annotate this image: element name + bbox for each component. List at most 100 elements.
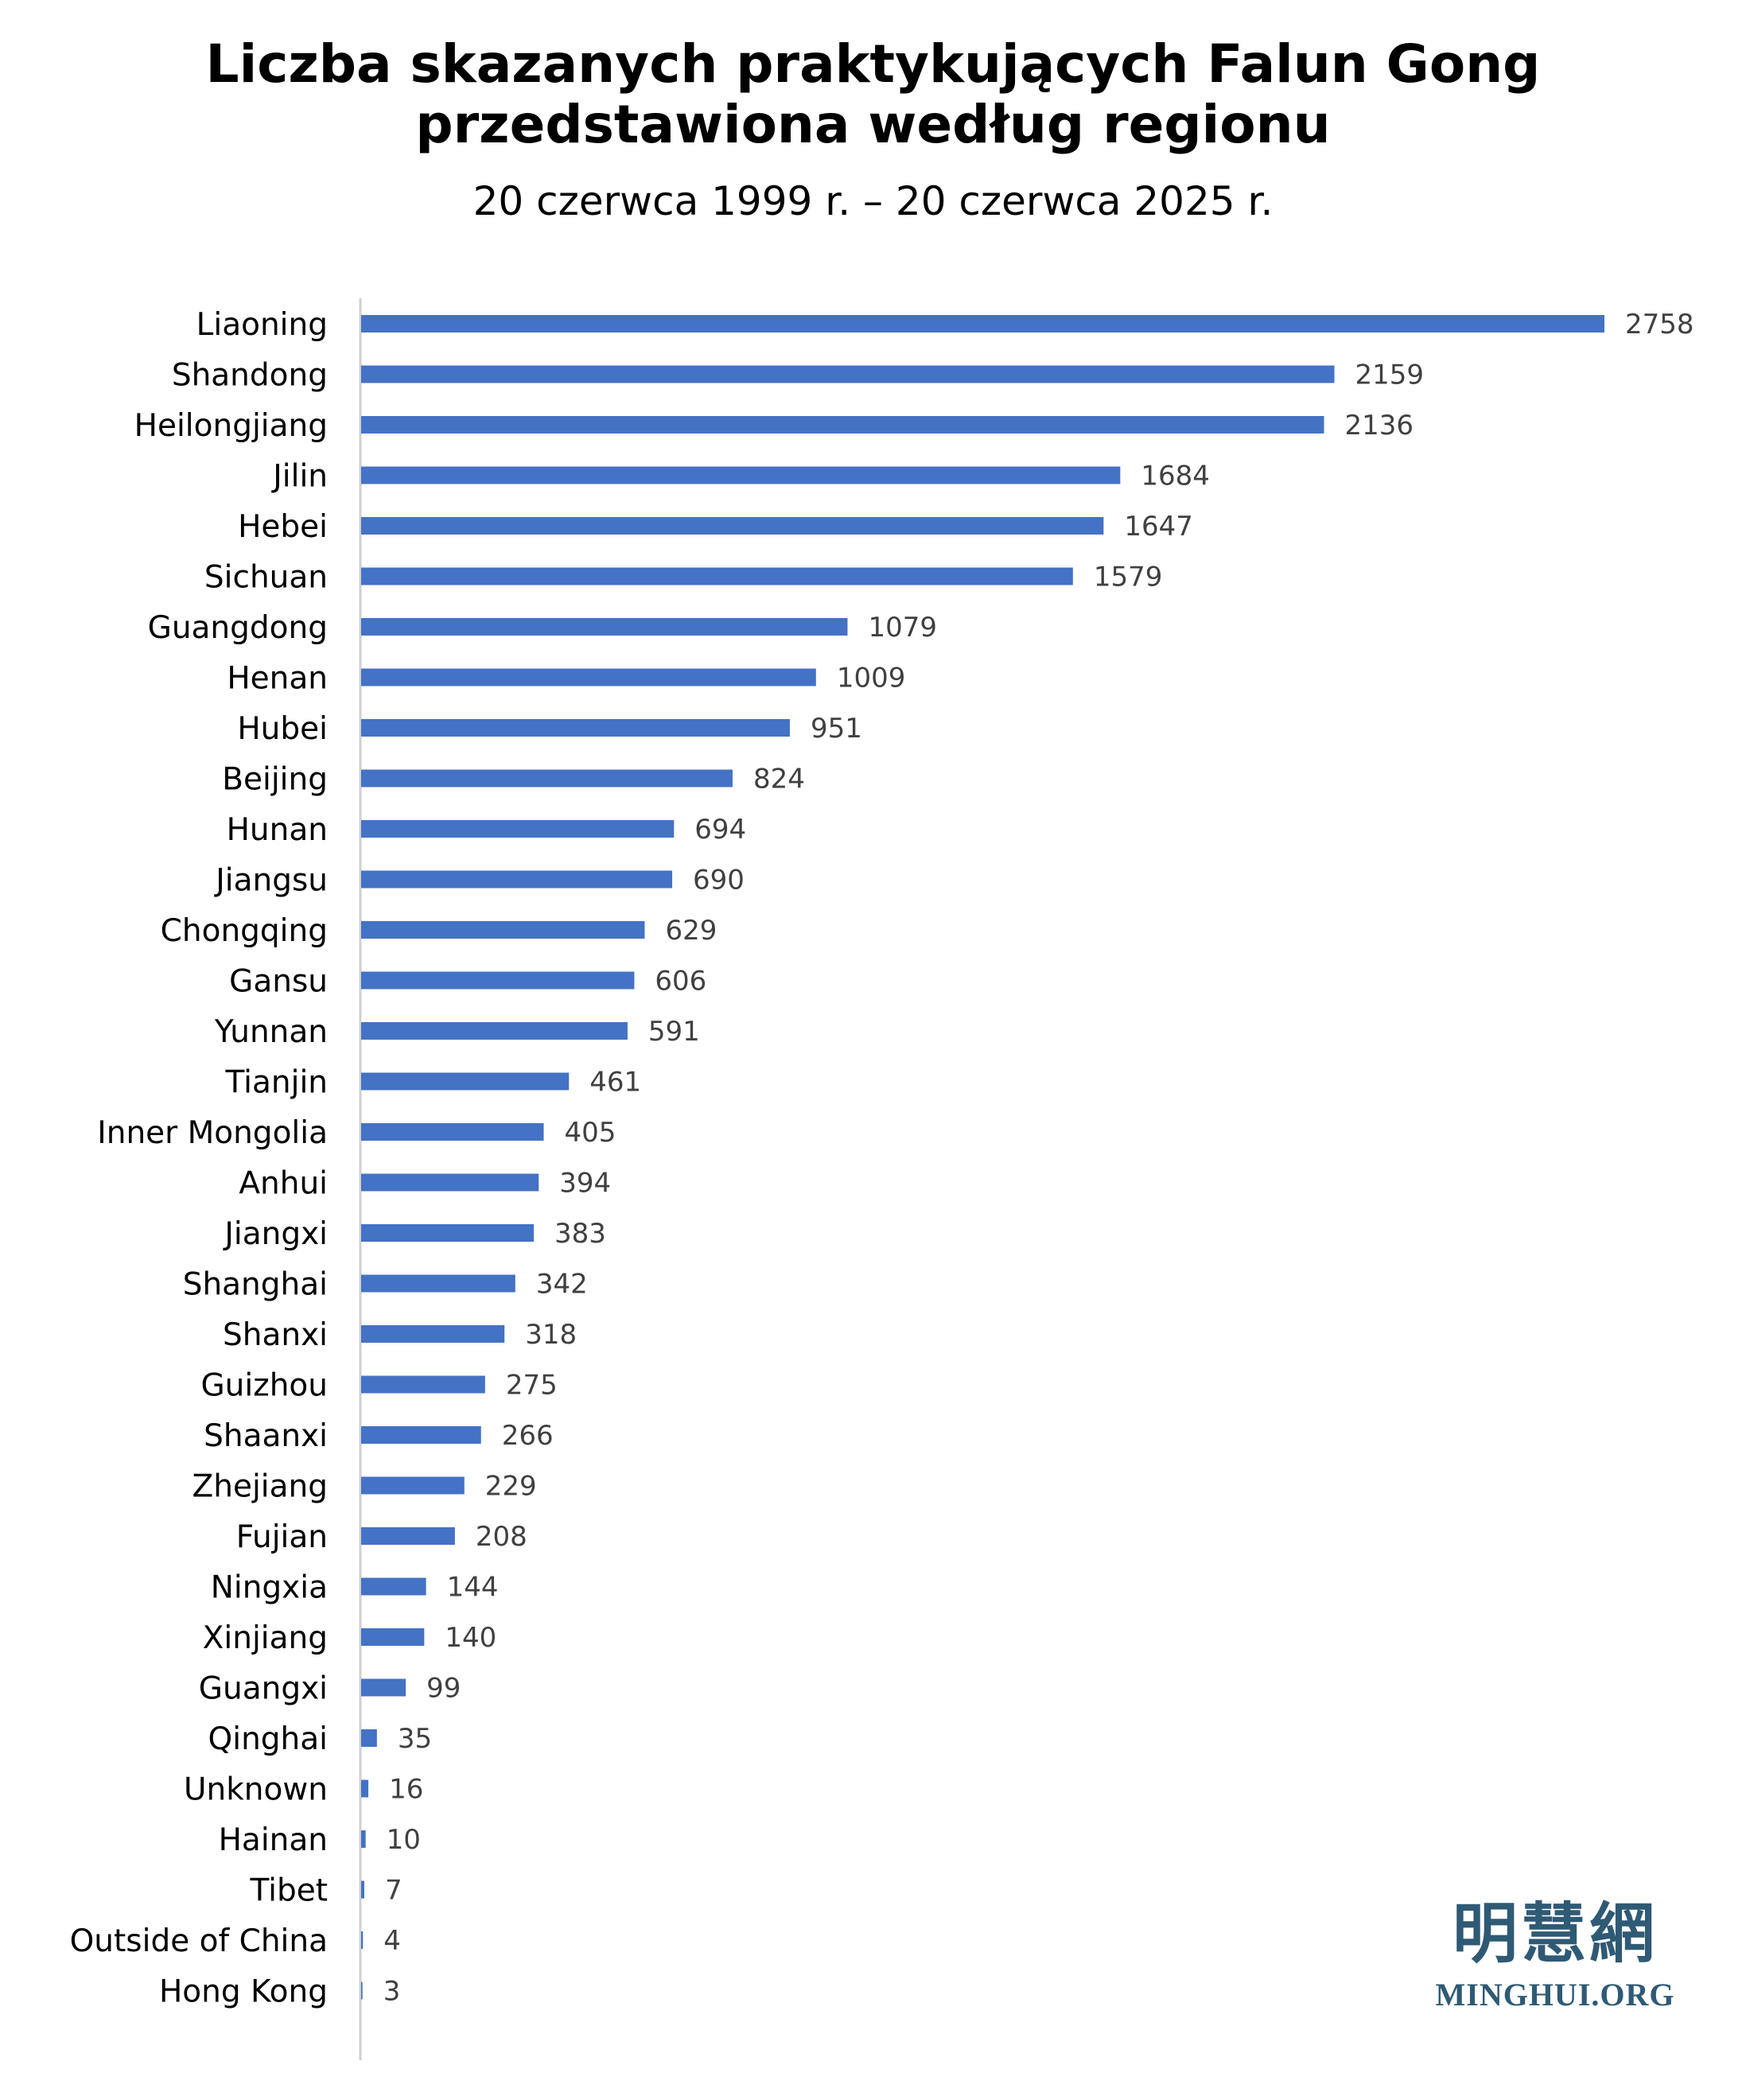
category-label: Jiangxi <box>222 1216 328 1252</box>
data-label: 694 <box>694 814 746 846</box>
data-label: 591 <box>648 1016 700 1048</box>
bar-guizhou <box>361 1375 485 1394</box>
category-label: Ningxia <box>211 1570 328 1606</box>
category-label: Anhui <box>239 1166 328 1202</box>
data-label: 2159 <box>1355 360 1425 391</box>
data-label: 3 <box>383 1976 401 2008</box>
data-label: 144 <box>447 1572 499 1604</box>
data-label: 405 <box>565 1117 616 1149</box>
category-label: Hebei <box>238 509 328 545</box>
chart-title-line-2: przedstawiona według regionu <box>415 94 1331 155</box>
category-label: Henan <box>227 661 328 697</box>
minghui-logo-text: MINGHUI.ORG <box>1435 1977 1675 2012</box>
data-label: 394 <box>559 1168 611 1200</box>
data-label: 140 <box>445 1622 496 1654</box>
data-label: 461 <box>589 1067 641 1099</box>
category-label: Hubei <box>237 711 328 747</box>
bar-hunan <box>361 820 675 838</box>
data-label: 1647 <box>1124 511 1193 542</box>
category-label: Outside of China <box>70 1923 328 1959</box>
bar-shanghai <box>361 1274 515 1293</box>
bar-outside-of-china <box>361 1931 364 1949</box>
bar-guangdong <box>361 618 848 636</box>
data-label: 10 <box>387 1824 421 1856</box>
data-label: 16 <box>389 1774 423 1806</box>
bar-henan <box>361 668 816 686</box>
category-label: Hainan <box>219 1822 328 1858</box>
chart-subtitle: 20 czerwca 1999 r. – 20 czerwca 2025 r. <box>472 178 1274 224</box>
category-label: Inner Mongolia <box>97 1115 328 1151</box>
data-label: 2758 <box>1625 309 1694 340</box>
category-label: Jiangsu <box>213 863 328 899</box>
category-label: Sichuan <box>204 560 328 596</box>
bar-anhui <box>361 1173 539 1192</box>
category-label: Yunnan <box>214 1014 328 1050</box>
data-label: 4 <box>383 1925 401 1957</box>
category-label: Chongqing <box>161 913 328 949</box>
category-label: Zhejiang <box>192 1469 328 1505</box>
category-label: Guizhou <box>200 1368 328 1404</box>
data-label: 1079 <box>868 612 937 644</box>
data-label: 35 <box>398 1723 432 1755</box>
bar-xinjiang <box>361 1628 425 1646</box>
data-label: 606 <box>655 966 706 998</box>
data-label: 229 <box>485 1471 537 1503</box>
bar-unknown <box>361 1779 369 1798</box>
data-label: 99 <box>426 1673 461 1705</box>
bar-chongqing <box>361 921 645 939</box>
bar-beijing <box>361 769 733 788</box>
category-label: Liaoning <box>196 307 328 343</box>
data-label: 7 <box>385 1875 402 1907</box>
bar-zhejiang <box>361 1476 465 1495</box>
data-label: 383 <box>554 1218 606 1250</box>
bar-ningxia <box>361 1577 426 1596</box>
category-label: Gansu <box>229 964 328 1000</box>
bar-qinghai <box>361 1729 377 1747</box>
data-label: 1009 <box>837 663 906 694</box>
bar-tianjin <box>361 1072 570 1091</box>
category-label: Shanxi <box>223 1317 328 1353</box>
data-label: 275 <box>506 1370 558 1402</box>
bar-fujian <box>361 1527 455 1545</box>
bar-guangxi <box>361 1678 406 1697</box>
data-label: 629 <box>665 915 717 947</box>
bar-tibet <box>361 1880 364 1899</box>
category-label: Shandong <box>172 358 328 394</box>
bar-inner-mongolia <box>361 1123 544 1141</box>
data-label: 690 <box>693 865 745 896</box>
bar-shandong <box>361 365 1335 383</box>
bar-shanxi <box>361 1325 505 1343</box>
category-label: Fujian <box>236 1519 328 1555</box>
data-label: 1684 <box>1141 461 1210 492</box>
data-label: 1579 <box>1094 562 1163 593</box>
bar-jilin <box>361 466 1121 484</box>
bar-jiangxi <box>361 1224 535 1242</box>
data-label: 951 <box>811 713 862 745</box>
bar-hainan <box>361 1830 366 1848</box>
category-label: Heilongjiang <box>134 408 328 444</box>
category-label: Qinghai <box>208 1721 328 1757</box>
category-label: Hunan <box>227 812 328 848</box>
category-label: Guangxi <box>199 1671 328 1707</box>
category-label: Guangdong <box>148 610 328 646</box>
category-label: Jilin <box>270 459 328 495</box>
bar-yunnan <box>361 1022 628 1040</box>
category-label: Shaanxi <box>204 1418 328 1454</box>
category-label: Hong Kong <box>159 1974 328 2010</box>
category-label: Xinjiang <box>203 1620 328 1656</box>
category-label: Tibet <box>250 1873 329 1909</box>
minghui-logo: 明慧網 <box>1452 1896 1658 1972</box>
bar-heilongjiang <box>361 416 1324 434</box>
bar-hubei <box>361 719 790 737</box>
data-label: 824 <box>753 764 805 795</box>
bar-gansu <box>361 971 635 990</box>
bar-sichuan <box>361 567 1073 585</box>
bar-hebei <box>361 517 1104 535</box>
data-label: 266 <box>502 1420 554 1452</box>
bar-shaanxi <box>361 1426 481 1444</box>
category-label: Shanghai <box>183 1267 328 1303</box>
category-label: Tianjin <box>225 1065 328 1101</box>
category-label: Beijing <box>222 762 328 798</box>
